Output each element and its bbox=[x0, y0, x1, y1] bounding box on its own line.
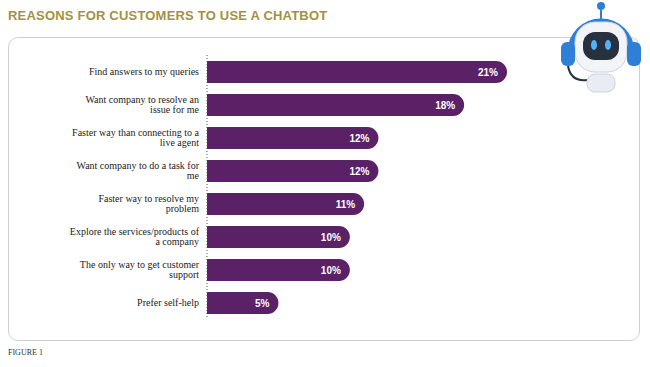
svg-text:Faster way than connecting to: Faster way than connecting to alive agen… bbox=[72, 127, 199, 148]
svg-text:18%: 18% bbox=[435, 100, 455, 111]
svg-text:12%: 12% bbox=[349, 133, 369, 144]
svg-text:12%: 12% bbox=[349, 166, 369, 177]
svg-text:Find answers to my queries: Find answers to my queries bbox=[89, 66, 199, 77]
html-text:FIGURE 1: FIGURE 1 bbox=[8, 348, 43, 357]
svg-text:Want company to resolve anissu: Want company to resolve anissue for me bbox=[85, 94, 199, 115]
svg-text:The only way to get customersu: The only way to get customersupport bbox=[80, 259, 200, 280]
svg-text:Prefer self-help: Prefer self-help bbox=[137, 297, 199, 308]
svg-text:Want company to do a task form: Want company to do a task forme bbox=[77, 160, 200, 181]
svg-text:Explore the services/products: Explore the services/products ofa compan… bbox=[70, 226, 200, 247]
svg-text:Faster way to resolve myproble: Faster way to resolve myproblem bbox=[98, 193, 199, 214]
html-text:REASONS FOR CUSTOMERS TO USE A: REASONS FOR CUSTOMERS TO USE A CHATBOT bbox=[8, 8, 328, 23]
svg-text:11%: 11% bbox=[336, 199, 356, 210]
svg-text:21%: 21% bbox=[478, 67, 498, 78]
svg-text:10%: 10% bbox=[321, 265, 341, 276]
svg-text:5%: 5% bbox=[255, 298, 270, 309]
svg-text:10%: 10% bbox=[321, 232, 341, 243]
